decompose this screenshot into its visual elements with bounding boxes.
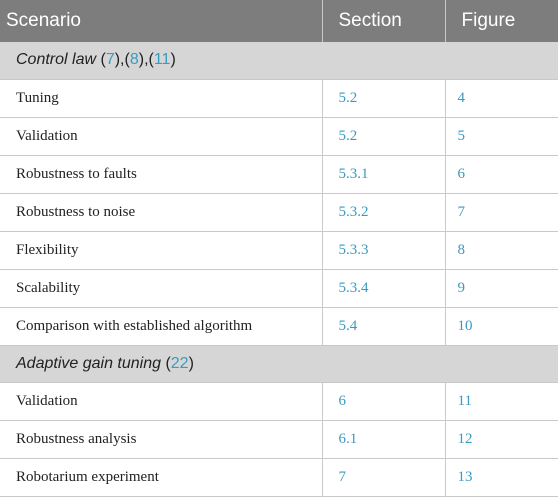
header-scenario: Scenario bbox=[0, 0, 323, 42]
table-row: Robustness to noise 5.3.2 7 bbox=[0, 193, 558, 232]
table-row: Robustness to faults 5.3.1 6 bbox=[0, 155, 558, 194]
section-link[interactable]: 5.2 bbox=[322, 79, 446, 118]
figure-link[interactable]: 11 bbox=[445, 382, 558, 421]
section-link[interactable]: 5.3.4 bbox=[322, 269, 446, 308]
header-row: Scenario Section Figure bbox=[0, 0, 558, 42]
citation-link[interactable]: 8 bbox=[129, 51, 139, 69]
scenario-cell: Scalability bbox=[0, 269, 323, 308]
table-row: Robotarium experiment 7 13 bbox=[0, 458, 558, 497]
group-row-adaptive-gain-tuning: Adaptive gain tuning (22) bbox=[0, 345, 558, 383]
scenario-cell: Tuning bbox=[0, 79, 323, 118]
table-row: Flexibility 5.3.3 8 bbox=[0, 231, 558, 270]
scenario-cell: Flexibility bbox=[0, 231, 323, 270]
group-row-control-law: Control law (7),(8),(11) bbox=[0, 42, 558, 80]
citation-link[interactable]: 7 bbox=[105, 51, 115, 69]
table-row: Scalability 5.3.4 9 bbox=[0, 269, 558, 308]
table-row: Robustness analysis 6.1 12 bbox=[0, 420, 558, 459]
figure-link[interactable]: 4 bbox=[445, 79, 558, 118]
table-row: Comparison with established algorithm 5.… bbox=[0, 307, 558, 346]
header-section: Section bbox=[322, 0, 446, 42]
group-title: Adaptive gain tuning bbox=[16, 354, 161, 372]
scenario-cell: Comparison with established algorithm bbox=[0, 307, 323, 346]
table-row: Validation 6 11 bbox=[0, 382, 558, 421]
scenario-cell: Validation bbox=[0, 117, 323, 156]
section-link[interactable]: 5.4 bbox=[322, 307, 446, 346]
section-link[interactable]: 6 bbox=[322, 382, 446, 421]
table-row: Validation 5.2 5 bbox=[0, 117, 558, 156]
scenario-cell: Robustness to faults bbox=[0, 155, 323, 194]
figure-link[interactable]: 5 bbox=[445, 117, 558, 156]
citation-link[interactable]: 11 bbox=[153, 51, 171, 69]
section-link[interactable]: 6.1 bbox=[322, 420, 446, 459]
scenario-cell: Robustness analysis bbox=[0, 420, 323, 459]
group-heading: Control law (7),(8),(11) bbox=[0, 42, 558, 80]
group-title: Control law bbox=[16, 51, 97, 69]
group-heading: Adaptive gain tuning (22) bbox=[0, 345, 558, 383]
scenario-cell: Robustness to noise bbox=[0, 193, 323, 232]
figure-link[interactable]: 8 bbox=[445, 231, 558, 270]
section-link[interactable]: 5.3.2 bbox=[322, 193, 446, 232]
figure-link[interactable]: 10 bbox=[445, 307, 558, 346]
scenario-cell: Robotarium experiment bbox=[0, 458, 323, 497]
scenario-cell: Validation bbox=[0, 382, 323, 421]
section-link[interactable]: 5.3.1 bbox=[322, 155, 446, 194]
citation-link[interactable]: 22 bbox=[170, 354, 189, 372]
table-row: Tuning 5.2 4 bbox=[0, 79, 558, 118]
figure-link[interactable]: 7 bbox=[445, 193, 558, 232]
figure-link[interactable]: 12 bbox=[445, 420, 558, 459]
figure-link[interactable]: 9 bbox=[445, 269, 558, 308]
section-link[interactable]: 7 bbox=[322, 458, 446, 497]
section-link[interactable]: 5.2 bbox=[322, 117, 446, 156]
figure-link[interactable]: 13 bbox=[445, 458, 558, 497]
header-figure: Figure bbox=[445, 0, 558, 42]
figure-link[interactable]: 6 bbox=[445, 155, 558, 194]
section-link[interactable]: 5.3.3 bbox=[322, 231, 446, 270]
